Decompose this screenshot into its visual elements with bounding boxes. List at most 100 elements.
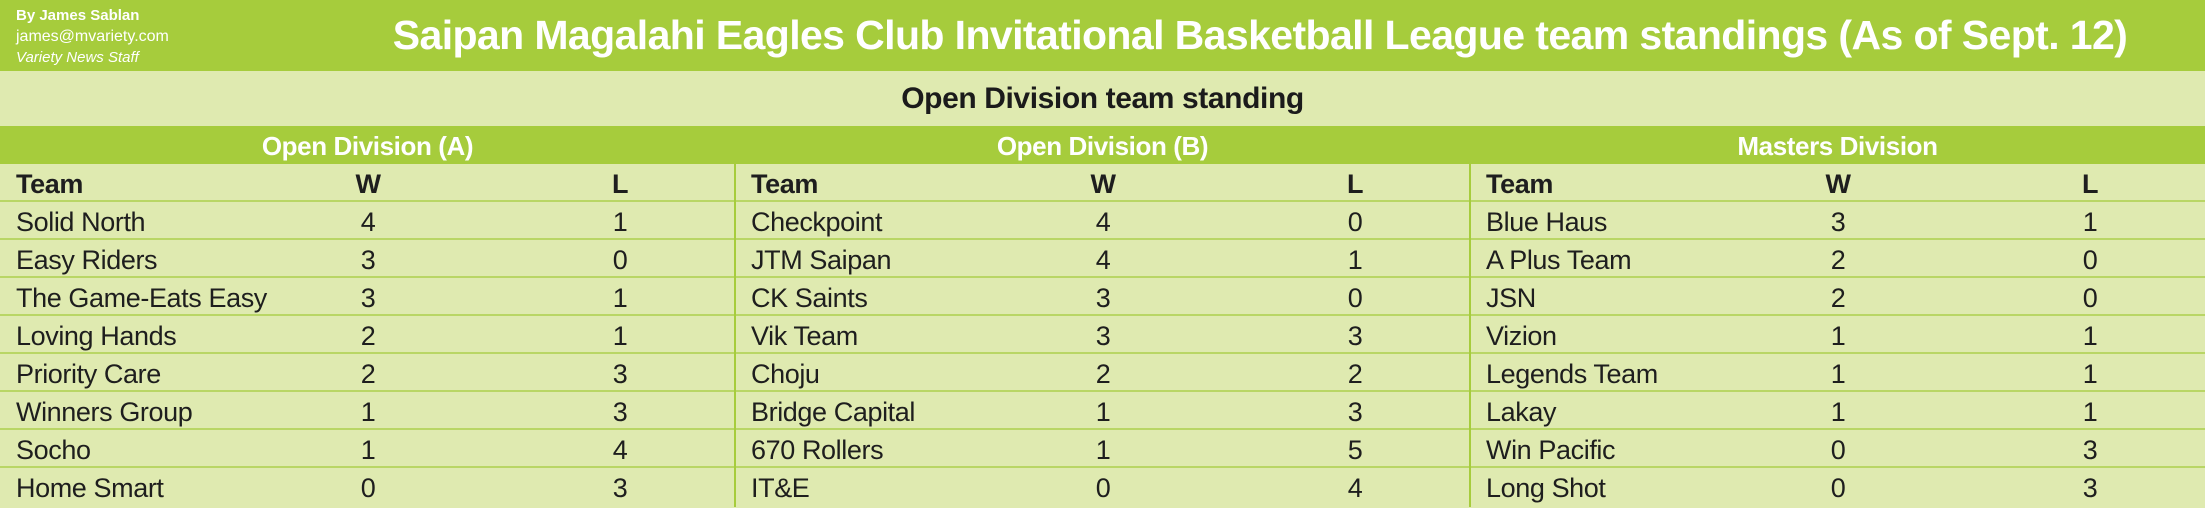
team-wins: 1 bbox=[1095, 435, 1111, 465]
team-name: JTM Saipan bbox=[751, 245, 892, 275]
page-title: Saipan Magalahi Eagles Club Invitational… bbox=[392, 12, 2128, 58]
losses-column-header: L bbox=[1346, 169, 1364, 199]
team-name: IT&E bbox=[751, 473, 810, 503]
team-wins: 2 bbox=[1095, 359, 1111, 389]
team-losses: 1 bbox=[612, 321, 628, 351]
team-wins: 0 bbox=[1095, 473, 1111, 503]
team-losses: 3 bbox=[2082, 435, 2098, 465]
table-row: Socho 1 4 670 Rollers 1 5 Win Pacific 0 3 bbox=[0, 430, 2205, 468]
team-losses: 3 bbox=[1347, 397, 1363, 427]
team-name: Blue Haus bbox=[1486, 207, 1607, 237]
column-divider bbox=[734, 164, 736, 507]
byline-email[interactable]: james@mvariety.com bbox=[16, 28, 169, 45]
team-column-header: Team bbox=[16, 169, 83, 199]
division-title: Open Division (B) bbox=[996, 131, 1209, 161]
team-name: Vizion bbox=[1486, 321, 1557, 351]
team-column-header: Team bbox=[1486, 169, 1553, 199]
team-losses: 1 bbox=[612, 283, 628, 313]
team-name: Solid North bbox=[16, 207, 146, 237]
wins-column-header: W bbox=[355, 169, 381, 199]
team-name: Socho bbox=[16, 435, 91, 465]
losses-column-header: L bbox=[2081, 169, 2099, 199]
team-wins: 1 bbox=[1830, 321, 1846, 351]
team-wins: 2 bbox=[360, 321, 376, 351]
wins-column-header: W bbox=[1090, 169, 1116, 199]
team-losses: 4 bbox=[1347, 473, 1363, 503]
team-wins: 1 bbox=[1830, 359, 1846, 389]
team-losses: 0 bbox=[1347, 207, 1363, 237]
team-name: Win Pacific bbox=[1486, 435, 1616, 465]
team-wins: 3 bbox=[360, 283, 376, 313]
table-row: Priority Care 2 3 Choju 2 2 Legends Team 1 1 bbox=[0, 354, 2205, 392]
team-losses: 1 bbox=[2082, 321, 2098, 351]
team-name: CK Saints bbox=[751, 283, 868, 313]
team-name: Long Shot bbox=[1486, 473, 1606, 503]
team-wins: 4 bbox=[360, 207, 376, 237]
team-wins: 1 bbox=[360, 397, 376, 427]
table-row: Solid North 4 1 Checkpoint 4 0 Blue Haus 3 1 bbox=[0, 202, 2205, 240]
team-wins: 1 bbox=[360, 435, 376, 465]
table-row: Winners Group 1 3 Bridge Capital 1 3 Lakay 1 1 bbox=[0, 392, 2205, 430]
table-row: The Game-Eats Easy 3 1 CK Saints 3 0 JSN 2 0 bbox=[0, 278, 2205, 316]
team-column-header: Team bbox=[751, 169, 818, 199]
team-wins: 3 bbox=[1095, 283, 1111, 313]
team-name: Checkpoint bbox=[751, 207, 883, 237]
team-wins: 2 bbox=[1830, 245, 1846, 275]
header-row: Team W L Team W L Team W L bbox=[0, 164, 2205, 202]
team-name: The Game-Eats Easy bbox=[16, 283, 267, 313]
team-losses: 5 bbox=[1347, 435, 1363, 465]
team-wins: 1 bbox=[1095, 397, 1111, 427]
team-losses: 3 bbox=[2082, 473, 2098, 503]
team-name: Bridge Capital bbox=[751, 397, 915, 427]
team-wins: 4 bbox=[1095, 207, 1111, 237]
team-name: Legends Team bbox=[1486, 359, 1658, 389]
team-losses: 4 bbox=[612, 435, 628, 465]
team-losses: 1 bbox=[1347, 245, 1363, 275]
team-name: Winners Group bbox=[16, 397, 193, 427]
team-name: Lakay bbox=[1486, 397, 1557, 427]
division-title: Masters Division bbox=[1737, 131, 1938, 161]
team-name: Loving Hands bbox=[16, 321, 177, 351]
team-wins: 4 bbox=[1095, 245, 1111, 275]
table-row: Easy Riders 3 0 JTM Saipan 4 1 A Plus Team 2 0 bbox=[0, 240, 2205, 278]
byline: By James Sablan james@mvariety.com Varie… bbox=[16, 5, 316, 68]
team-name: A Plus Team bbox=[1486, 245, 1632, 275]
division-title: Open Division (A) bbox=[261, 131, 474, 161]
table-row: Loving Hands 2 1 Vik Team 3 3 Vizion 1 1 bbox=[0, 316, 2205, 354]
team-losses: 1 bbox=[2082, 359, 2098, 389]
team-name: 670 Rollers bbox=[751, 435, 884, 465]
byline-author: By James Sablan bbox=[16, 7, 140, 24]
team-losses: 3 bbox=[612, 473, 628, 503]
team-wins: 3 bbox=[360, 245, 376, 275]
losses-column-header: L bbox=[611, 169, 629, 199]
team-losses: 0 bbox=[2082, 245, 2098, 275]
team-losses: 2 bbox=[1347, 359, 1363, 389]
team-wins: 3 bbox=[1830, 207, 1846, 237]
team-losses: 1 bbox=[612, 207, 628, 237]
team-wins: 0 bbox=[360, 473, 376, 503]
team-name: Vik Team bbox=[751, 321, 858, 351]
team-name: Choju bbox=[751, 359, 820, 389]
team-losses: 3 bbox=[1347, 321, 1363, 351]
wins-column-header: W bbox=[1825, 169, 1851, 199]
team-losses: 1 bbox=[2082, 207, 2098, 237]
team-wins: 2 bbox=[360, 359, 376, 389]
team-name: Home Smart bbox=[16, 473, 164, 503]
team-name: JSN bbox=[1486, 283, 1536, 313]
team-losses: 3 bbox=[612, 359, 628, 389]
team-wins: 3 bbox=[1095, 321, 1111, 351]
team-losses: 0 bbox=[2082, 283, 2098, 313]
team-losses: 3 bbox=[612, 397, 628, 427]
team-losses: 1 bbox=[2082, 397, 2098, 427]
table-row: Home Smart 0 3 IT&E 0 4 Long Shot 0 3 bbox=[0, 468, 2205, 506]
team-losses: 0 bbox=[1347, 283, 1363, 313]
title-banner bbox=[0, 0, 2205, 71]
team-name: Easy Riders bbox=[16, 245, 158, 275]
team-wins: 1 bbox=[1830, 397, 1846, 427]
division-header-band bbox=[0, 126, 2205, 164]
team-name: Priority Care bbox=[16, 359, 161, 389]
team-wins: 0 bbox=[1830, 473, 1846, 503]
team-wins: 2 bbox=[1830, 283, 1846, 313]
team-wins: 0 bbox=[1830, 435, 1846, 465]
byline-staff: Variety News Staff bbox=[16, 49, 139, 66]
